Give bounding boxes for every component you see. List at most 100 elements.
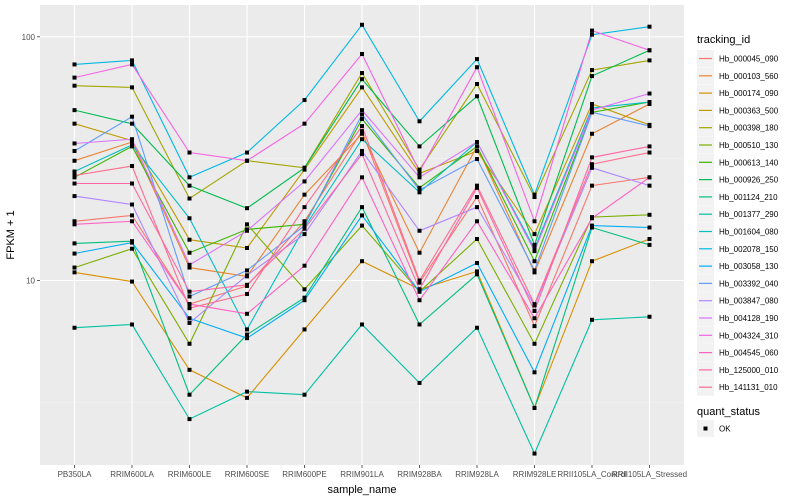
data-point: [590, 131, 594, 136]
data-point: [532, 242, 537, 247]
data-point: [532, 308, 537, 313]
legend-item: Hb_004324_310: [697, 326, 779, 344]
legend-shape-items: OK: [697, 420, 731, 437]
data-point: [647, 183, 652, 188]
data-point: [245, 336, 249, 341]
data-point: [532, 341, 537, 346]
data-point: [417, 278, 422, 283]
x-tick-label: RRIM600LE: [168, 470, 212, 479]
data-point: [130, 137, 134, 142]
data-point: [590, 162, 594, 167]
x-axis: PB350LA RRIM600LA RRIM600LE RRIM600SE RRIM60…: [58, 465, 687, 479]
data-point: [302, 179, 307, 184]
legend-label: Hb_000926_250: [719, 176, 779, 185]
data-point: [72, 222, 77, 227]
data-point: [360, 259, 364, 264]
data-point: [187, 294, 192, 299]
data-point: [130, 322, 134, 327]
data-point: [130, 181, 134, 186]
data-point: [647, 237, 652, 242]
data-point: [72, 251, 77, 256]
data-point: [72, 325, 77, 330]
data-point: [417, 188, 422, 193]
data-point: [72, 141, 77, 146]
x-tick-label: RRIM600SE: [225, 470, 269, 479]
data-point: [187, 175, 192, 180]
data-point: [360, 112, 364, 117]
data-point: [72, 148, 77, 153]
legend-label: Hb_003058_130: [719, 262, 779, 271]
data-point: [302, 298, 307, 303]
legend-label: Hb_125000_010: [719, 366, 779, 375]
data-point: [417, 250, 422, 255]
data-point: [647, 144, 652, 149]
legend-item: Hb_000363_500: [697, 101, 779, 119]
x-tick-label: RRIM600LA: [110, 470, 154, 479]
data-point: [245, 222, 249, 227]
legend-label: Hb_003847_080: [719, 297, 779, 306]
data-point: [302, 192, 307, 197]
data-point: [187, 216, 192, 221]
data-point: [130, 163, 134, 168]
data-point: [72, 241, 77, 246]
data-point: [417, 185, 422, 190]
data-point: [532, 405, 537, 410]
data-point: [475, 195, 479, 200]
data-point: [590, 108, 594, 113]
data-point: [417, 287, 422, 292]
data-point: [130, 58, 134, 63]
data-point: [475, 260, 479, 265]
data-point: [590, 68, 594, 73]
data-point: [245, 273, 249, 278]
data-point: [647, 58, 652, 63]
legend-items: Hb_000045_090 Hb_000103_560 Hb_000174_090 H…: [697, 50, 779, 396]
data-point: [360, 148, 364, 153]
legend-item: Hb_003392_040: [697, 274, 779, 292]
data-point: [130, 279, 134, 284]
x-axis-title: sample_name: [327, 484, 396, 496]
data-point: [532, 232, 537, 237]
data-point: [72, 108, 77, 113]
data-point: [647, 175, 652, 180]
data-point: [187, 306, 192, 311]
data-point: [72, 194, 77, 199]
legend-item: Hb_001604_080: [697, 223, 779, 240]
data-point: [360, 322, 364, 327]
legend-label: Hb_000363_500: [719, 106, 779, 115]
data-point: [590, 155, 594, 160]
data-point: [302, 232, 307, 237]
legend-label: Hb_000174_090: [719, 89, 779, 98]
data-point: [245, 245, 249, 250]
data-point: [590, 74, 594, 79]
data-point: [360, 77, 364, 82]
legend-item: Hb_141131_010: [697, 378, 778, 396]
data-point: [532, 195, 537, 200]
data-point: [647, 124, 652, 129]
data-point: [187, 262, 192, 267]
data-point: [302, 165, 307, 170]
data-point: [532, 316, 537, 321]
data-point: [72, 219, 77, 224]
data-point: [475, 144, 479, 149]
y-axis: 10 100: [22, 33, 40, 286]
data-point: [360, 85, 364, 90]
x-tick-label: RRIM928BA: [397, 470, 442, 479]
data-point: [647, 212, 652, 217]
legend-label: OK: [719, 425, 731, 434]
data-point: [590, 32, 594, 37]
data-point: [590, 223, 594, 228]
data-point: [475, 157, 479, 162]
x-tick-label: RRIM928LA: [455, 470, 499, 479]
data-point: [360, 205, 364, 210]
data-point: [417, 175, 422, 180]
x-tick-label: PB350LA: [58, 470, 92, 479]
data-point: [302, 287, 307, 292]
data-point: [187, 265, 192, 270]
data-point: [590, 106, 594, 111]
data-point: [532, 219, 537, 224]
data-point: [130, 240, 134, 245]
data-point: [475, 325, 479, 330]
data-point: [475, 269, 479, 274]
legend-item: Hb_004128_190: [697, 309, 779, 327]
data-point: [417, 228, 422, 233]
